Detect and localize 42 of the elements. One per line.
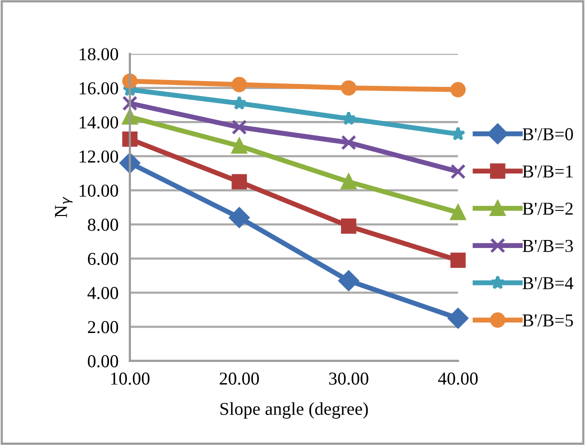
y-tick-label: 18.00 xyxy=(80,48,118,60)
point xyxy=(232,120,247,135)
point xyxy=(450,204,466,220)
legend-label: B'/B=2 xyxy=(522,202,573,215)
point xyxy=(232,138,247,154)
point xyxy=(341,80,356,96)
x-tick-label: 20.00 xyxy=(220,372,259,385)
point xyxy=(450,126,466,140)
point xyxy=(448,308,468,328)
legend-label: B'/B=3 xyxy=(522,240,573,252)
point xyxy=(338,270,359,291)
y-tick-label: 16.00 xyxy=(80,82,118,94)
legend-label: B'/B=4 xyxy=(522,277,574,290)
y-tick-label: 2.00 xyxy=(88,321,118,334)
point xyxy=(232,96,247,110)
x-tick-label: 30.00 xyxy=(329,372,368,385)
point xyxy=(122,96,138,111)
point xyxy=(450,252,466,268)
y-axis-title: N$_{γ}$ xyxy=(55,196,72,218)
point xyxy=(450,164,466,180)
y-tick-label: 8.00 xyxy=(88,218,118,231)
point xyxy=(232,174,247,190)
legend-label: B'/B=0 xyxy=(522,128,573,140)
y-tick-label: 0.00 xyxy=(88,355,118,368)
x-tick-label: 10.00 xyxy=(111,372,150,385)
y-tick-label: 12.00 xyxy=(80,150,118,163)
x-tick-label: 40.00 xyxy=(438,372,478,385)
x-axis-title: Slope angle (degree) xyxy=(220,402,368,419)
y-tick-label: 14.00 xyxy=(80,116,118,129)
y-tick-label: 10.00 xyxy=(80,184,118,197)
point xyxy=(450,82,466,98)
point xyxy=(122,131,138,147)
point xyxy=(341,174,356,190)
point xyxy=(341,134,356,150)
legend-label: B'/B=1 xyxy=(522,165,573,178)
point xyxy=(232,76,247,92)
y-tick-label: 4.00 xyxy=(88,286,118,300)
point xyxy=(341,111,356,126)
point xyxy=(229,207,250,228)
y-tick-label: 6.00 xyxy=(88,252,118,266)
point xyxy=(341,218,356,234)
legend-label: B'/B=5 xyxy=(522,314,573,327)
